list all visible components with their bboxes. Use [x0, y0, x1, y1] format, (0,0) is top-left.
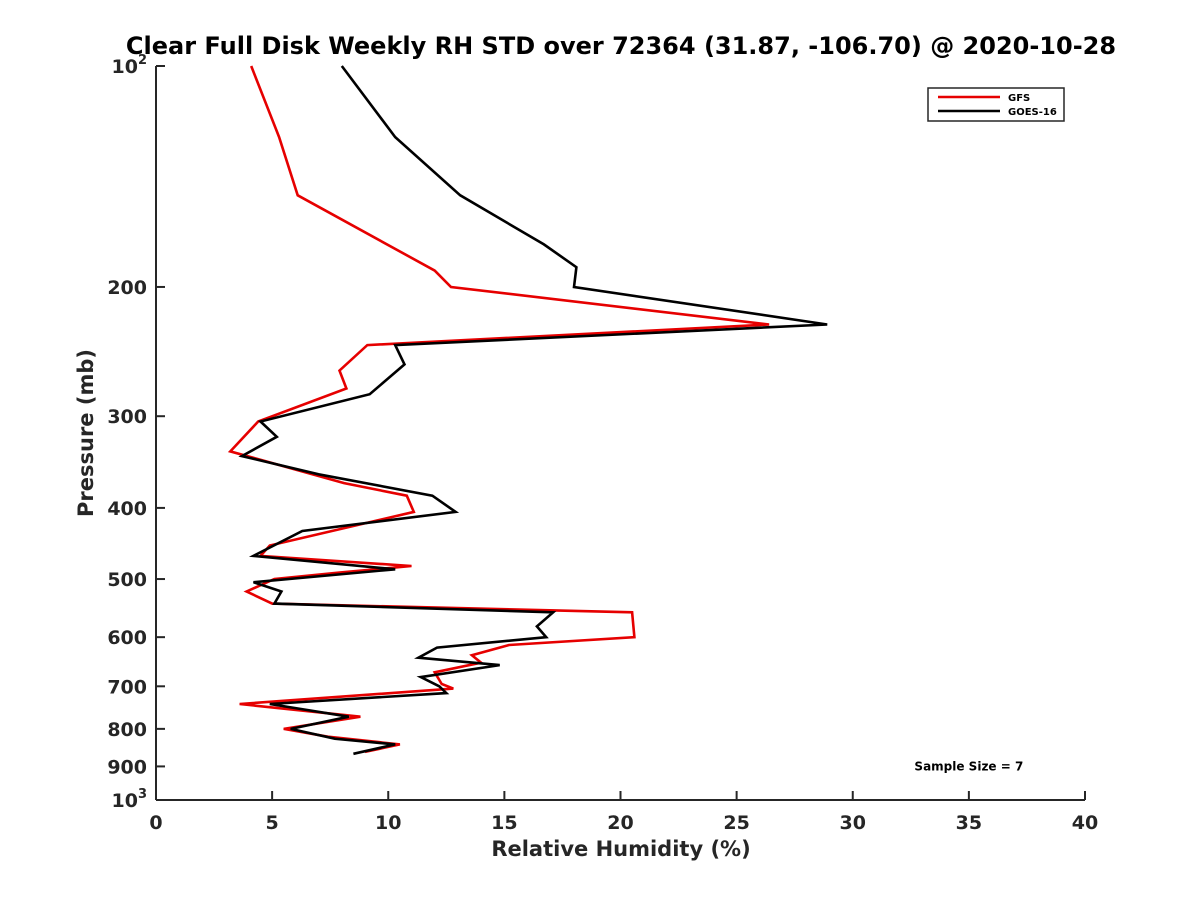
- series-line-goes-16: [238, 65, 828, 756]
- legend-box: [927, 87, 1065, 122]
- x-tick-label: 15: [491, 812, 517, 834]
- legend-label-goes-16: GOES-16: [1008, 107, 1057, 118]
- y-tick-label: 103: [112, 787, 148, 812]
- y-tick-label: 800: [107, 719, 147, 741]
- legend-label-gfs: GFS: [1008, 93, 1030, 104]
- y-axis-label: Pressure (mb): [74, 349, 98, 517]
- y-tick-label: 102: [112, 53, 148, 78]
- sample-size-annotation: Sample Size = 7: [914, 759, 1023, 773]
- y-tick-label: 300: [107, 406, 147, 428]
- y-tick-label: 400: [107, 498, 147, 520]
- series-line-gfs: [227, 65, 770, 754]
- series-layer: [227, 65, 828, 756]
- x-tick-label: 20: [607, 812, 633, 834]
- x-tick-label: 40: [1072, 812, 1098, 834]
- x-tick-label: 0: [149, 812, 162, 834]
- y-tick-label: 700: [107, 676, 147, 698]
- x-tick-label: 25: [723, 812, 749, 834]
- annotation-layer: Sample Size = 7: [914, 759, 1023, 773]
- x-tick-label: 30: [840, 812, 866, 834]
- x-axis-label: Relative Humidity (%): [491, 837, 750, 861]
- plot-area: 0 5 10 15 20 25 30 35 40 102 200 300 400 500 600 700 800…: [107, 53, 1098, 834]
- legend: GFS GOES-16: [927, 87, 1065, 122]
- axes-layer: 0 5 10 15 20 25 30 35 40 102 200 300 400 500 600 700 800…: [107, 53, 1098, 834]
- y-tick-label: 900: [107, 756, 147, 778]
- chart-title: Clear Full Disk Weekly RH STD over 72364…: [126, 32, 1116, 60]
- y-tick-label: 200: [107, 277, 147, 299]
- x-tick-label: 35: [956, 812, 982, 834]
- x-tick-label: 5: [266, 812, 279, 834]
- y-tick-label: 600: [107, 627, 147, 649]
- x-tick-label: 10: [375, 812, 401, 834]
- y-tick-label: 500: [107, 569, 147, 591]
